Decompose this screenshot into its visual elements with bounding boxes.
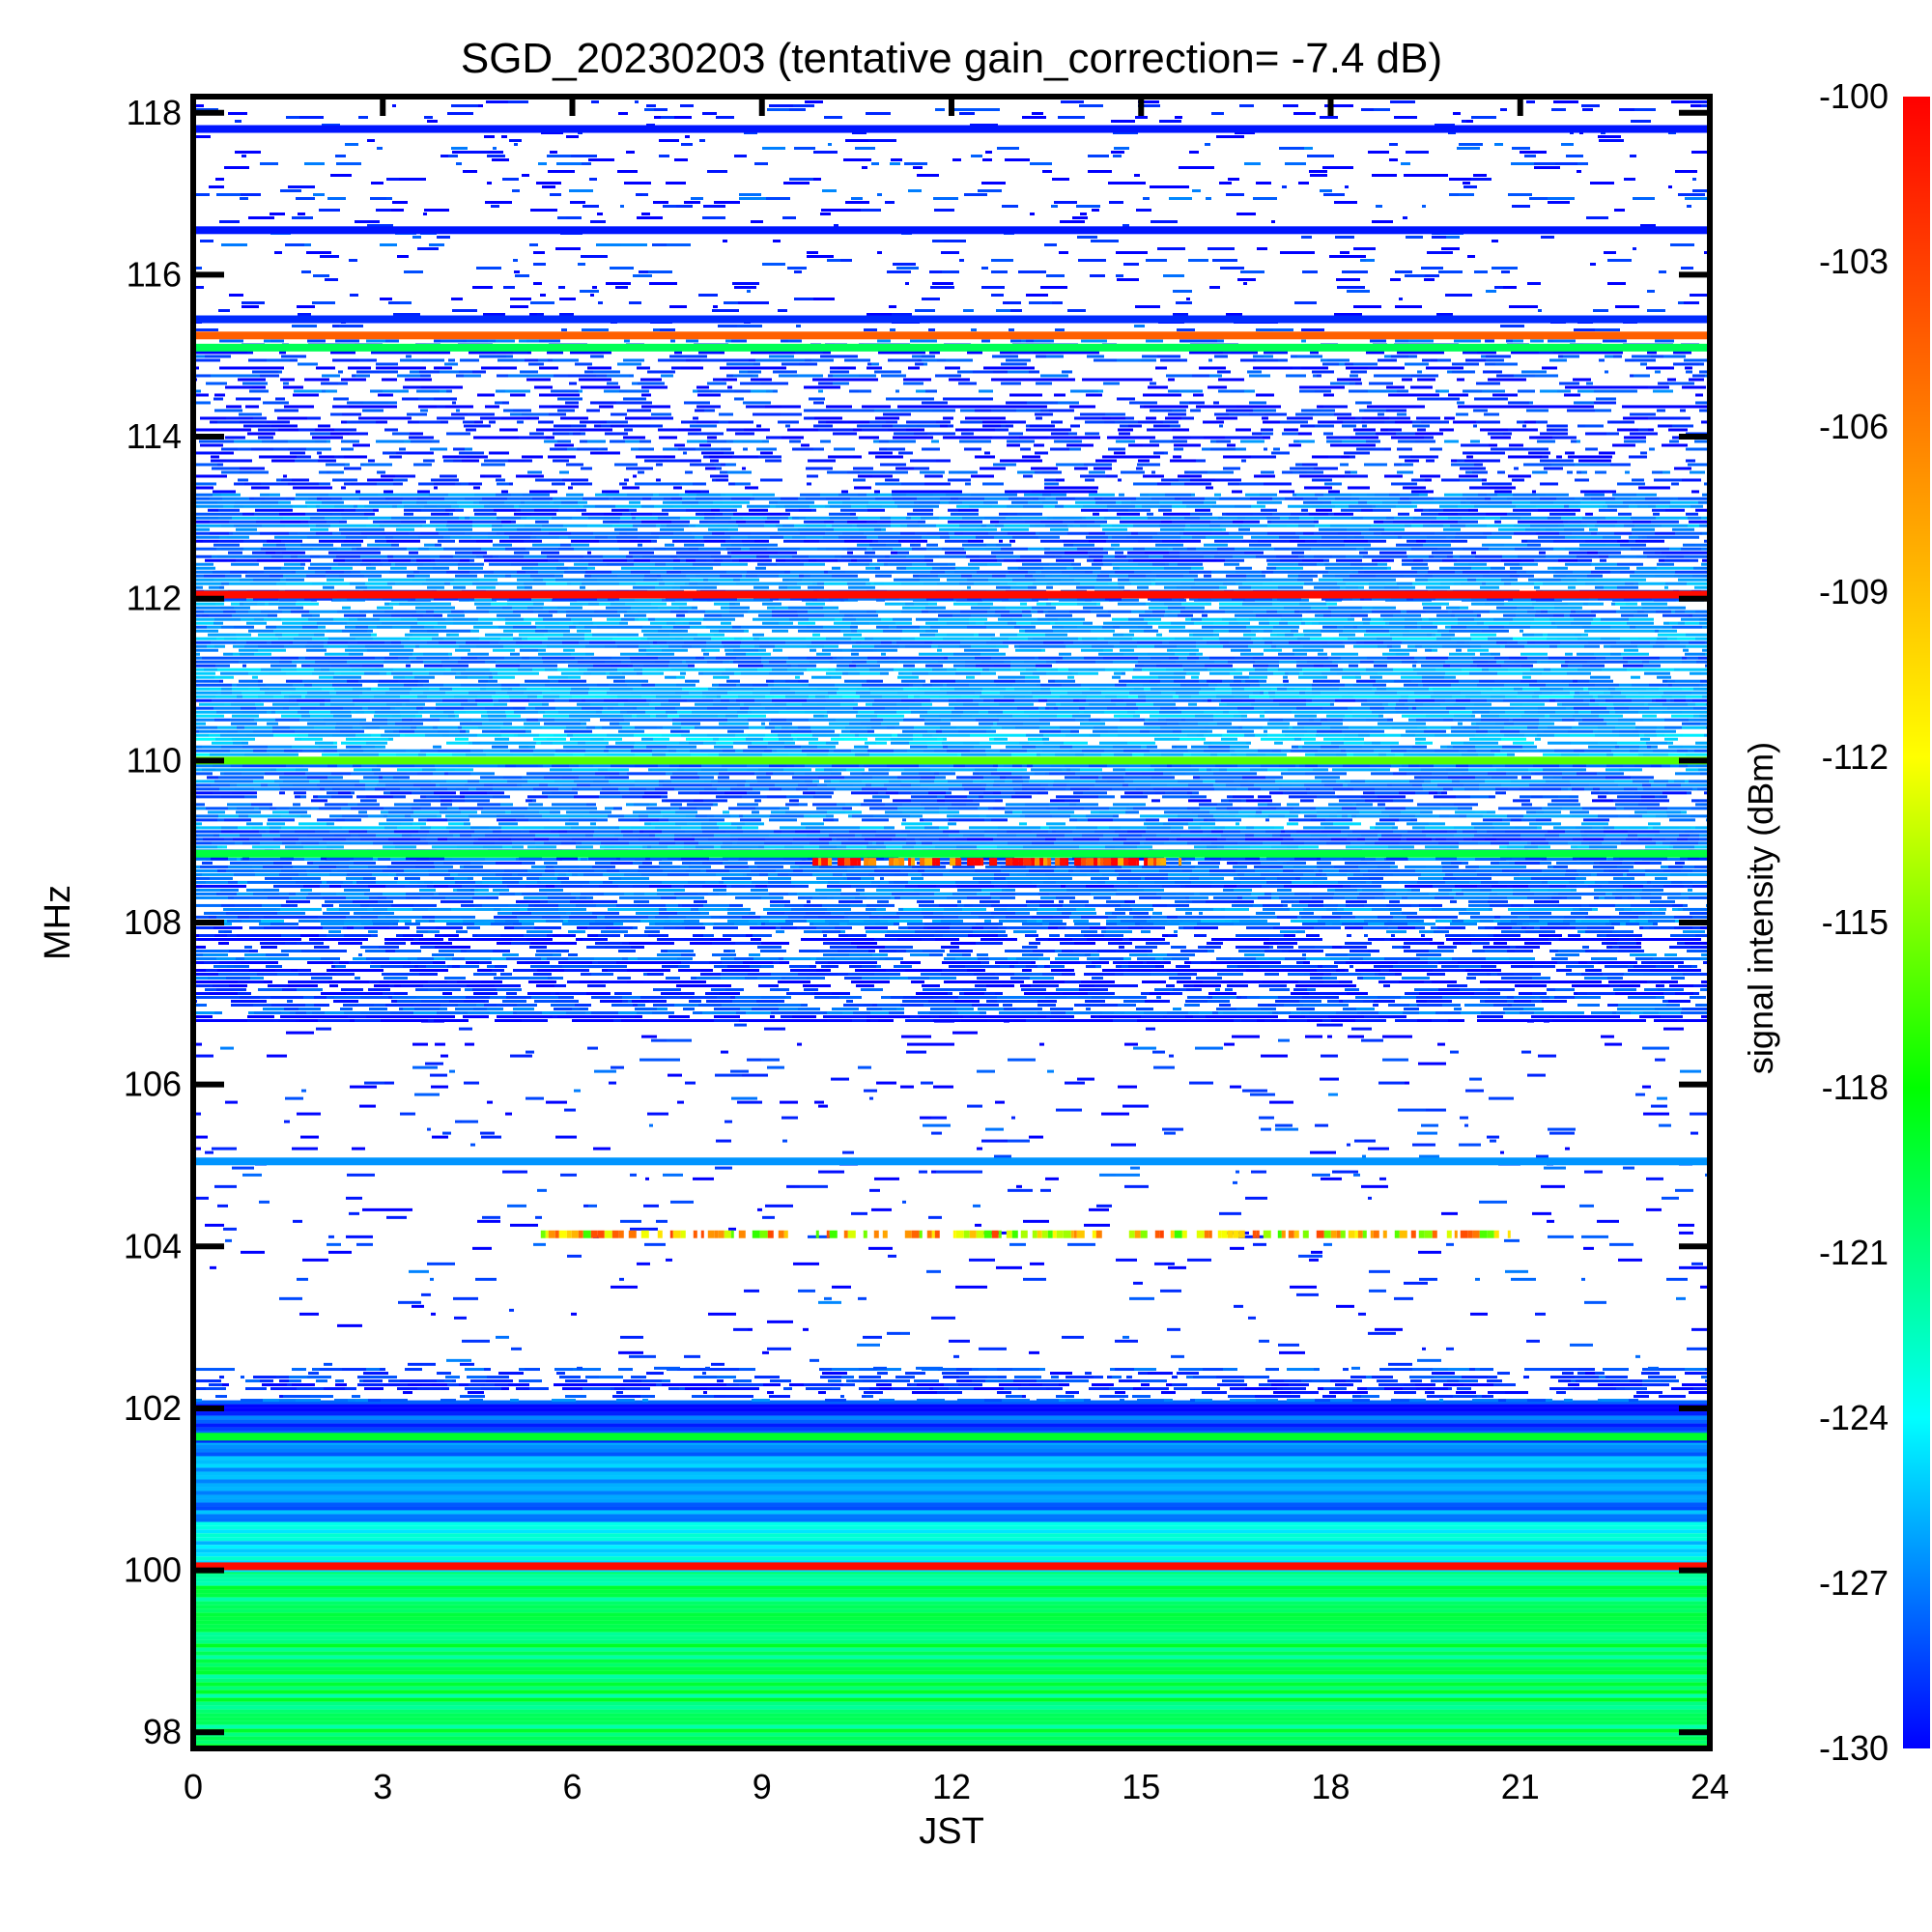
x-axis-label: JST <box>919 1811 984 1852</box>
persistent-signal-line <box>193 331 1710 340</box>
colorbar-tick-label: -130 <box>1819 1728 1889 1768</box>
y-tick-label: 110 <box>127 740 182 780</box>
colorbar-tick-label: -121 <box>1819 1233 1889 1272</box>
x-tick-label: 24 <box>1690 1767 1729 1806</box>
colorbar <box>1903 97 1930 1748</box>
frequency-band <box>193 1440 1710 1522</box>
persistent-signal-line <box>193 590 1710 599</box>
persistent-signal-line <box>193 226 1710 235</box>
x-tick-label: 6 <box>562 1767 582 1806</box>
spectrogram-heatmap <box>193 97 1710 1748</box>
y-tick-label: 108 <box>124 902 182 942</box>
intermittent-signal-line <box>540 1230 1511 1238</box>
plot-frame <box>190 94 1713 1751</box>
frequency-band <box>193 760 1710 861</box>
y-tick-label: 112 <box>127 579 182 618</box>
colorbar-tick-label: -103 <box>1819 242 1889 281</box>
persistent-signal-line <box>193 1157 1710 1166</box>
persistent-signal-line <box>193 343 1710 352</box>
colorbar-tick-label: -118 <box>1822 1067 1889 1107</box>
frequency-band <box>193 1368 1710 1403</box>
colorbar-label: signal intensity (dBm) <box>1741 742 1780 1074</box>
colorbar-tick-label: -124 <box>1819 1398 1889 1437</box>
y-axis-label: MHz <box>38 885 78 960</box>
y-tick-label: 106 <box>124 1065 182 1104</box>
persistent-signal-line <box>193 1562 1710 1571</box>
intermittent-signal-line <box>812 858 1182 867</box>
persistent-signal-line <box>193 849 1710 858</box>
frequency-band <box>193 923 1710 1022</box>
colorbar-tick-label: -100 <box>1819 76 1889 116</box>
frequency-band <box>193 97 1710 331</box>
frequency-band <box>193 1019 1710 1174</box>
frequency-band <box>193 339 1710 494</box>
x-tick-label: 0 <box>184 1767 203 1806</box>
colorbar-tick-labels: -100 -103 -106 -109 -112 -115 -118 -121 -124 -127… <box>1819 76 1889 1768</box>
x-tick-label: 15 <box>1122 1767 1160 1806</box>
x-axis-tick-labels: 0 3 6 9 12 15 18 21 24 <box>184 1767 1729 1806</box>
chart-title: SGD_20230203 (tentative gain_correction=… <box>461 35 1442 82</box>
colorbar-tick-label: -127 <box>1819 1563 1889 1603</box>
colorbar-tick-label: -112 <box>1822 737 1889 777</box>
colorbar-tick-label: -109 <box>1819 572 1889 611</box>
frequency-band <box>193 857 1710 923</box>
y-tick-label: 104 <box>124 1226 182 1265</box>
y-tick-label: 98 <box>143 1712 182 1751</box>
persistent-signal-line <box>193 125 1710 133</box>
colorbar-tick-label: -106 <box>1819 407 1889 446</box>
y-tick-label: 118 <box>127 93 182 132</box>
y-tick-label: 114 <box>127 416 182 456</box>
x-tick-label: 9 <box>753 1767 772 1806</box>
y-tick-label: 116 <box>127 254 182 294</box>
persistent-signal-line <box>193 756 1710 765</box>
frequency-band <box>193 1570 1710 1748</box>
y-tick-label: 100 <box>124 1550 182 1590</box>
x-tick-label: 12 <box>932 1767 971 1806</box>
persistent-signal-line <box>193 1433 1710 1441</box>
x-tick-label: 18 <box>1311 1767 1350 1806</box>
x-tick-label: 21 <box>1501 1767 1540 1806</box>
y-axis-tick-labels: 98 100 102 104 106 108 110 112 114 116 118 <box>124 93 182 1751</box>
colorbar-tick-label: -115 <box>1822 902 1889 942</box>
frequency-band <box>193 1173 1710 1370</box>
persistent-signal-line <box>193 315 1710 324</box>
y-tick-label: 102 <box>124 1388 182 1428</box>
x-tick-label: 3 <box>373 1767 392 1806</box>
